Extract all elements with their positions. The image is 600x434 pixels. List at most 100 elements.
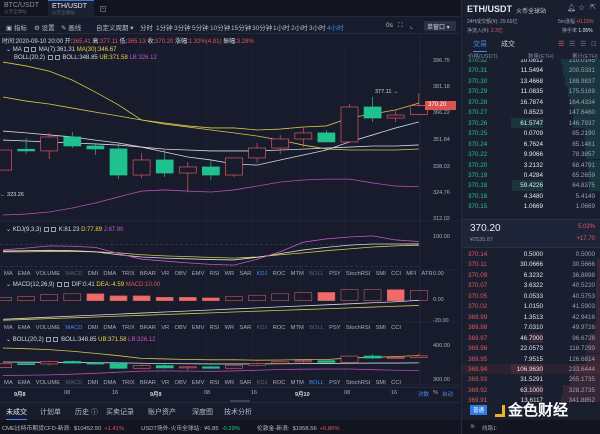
- indicator-tab-mfi[interactable]: MFI: [406, 271, 417, 277]
- ask-row[interactable]: 370.11 30.0666 30.5666: [462, 259, 600, 270]
- settings-icon[interactable]: [47, 55, 53, 60]
- bottom-tab-2[interactable]: 历史 ⓘ: [75, 409, 98, 416]
- draw-button[interactable]: ✎ 画线: [61, 25, 82, 32]
- indicator-tab-dmi[interactable]: DMI: [87, 325, 99, 331]
- ask-row[interactable]: 370.05 0.0533 40.5753: [462, 290, 600, 302]
- bid-row[interactable]: 370.26 61.5747 146.7937: [462, 117, 600, 129]
- indicator-tab-ma[interactable]: MA: [4, 325, 13, 331]
- bid-row[interactable]: 370.15 1.0669 1.0669: [462, 201, 600, 211]
- bid-row[interactable]: 370.24 6.7624 85.1481: [462, 138, 600, 150]
- indicator-tab-macd[interactable]: MACD: [65, 271, 83, 277]
- indicator-tab-smi[interactable]: SMI: [375, 325, 386, 331]
- close-icon[interactable]: [54, 55, 60, 60]
- bottom-tab-3[interactable]: 买卖记录: [106, 409, 134, 416]
- indicator-tab-sar[interactable]: SAR: [239, 271, 252, 277]
- indicator-tab-kdj[interactable]: KDJ: [256, 380, 268, 386]
- percent-scale-button[interactable]: %: [433, 390, 438, 396]
- ask-row[interactable]: 370.07 3.6322 40.5220: [462, 280, 600, 291]
- ask-row[interactable]: 370.02 1.0150 41.5903: [462, 301, 600, 312]
- indicator-tab-boll[interactable]: BOLL: [309, 271, 324, 277]
- indicator-tab-cci[interactable]: CCI: [391, 380, 402, 386]
- log-scale-button[interactable]: 对数: [418, 392, 430, 398]
- ask-row[interactable]: 370.14 0.5000 0.5000: [462, 249, 600, 259]
- indicator-tab-psy[interactable]: PSY: [329, 271, 341, 277]
- indicator-tab-stochrsi[interactable]: StochRSI: [345, 271, 371, 277]
- ask-row[interactable]: 370.09 6.3232 36.8898: [462, 269, 600, 281]
- close-icon[interactable]: [64, 281, 70, 287]
- period-5分钟[interactable]: 5分钟: [192, 25, 209, 32]
- settings-icon[interactable]: [46, 336, 52, 342]
- indicator-tab-emv[interactable]: EMV: [191, 325, 205, 331]
- bid-row[interactable]: 370.19 0.4284 65.2659: [462, 169, 600, 181]
- ask-row[interactable]: 369.91 13.6117 341.8852: [462, 395, 600, 402]
- period-2小时[interactable]: 2小时: [291, 25, 308, 32]
- bell-icon[interactable]: 🔔︎: [567, 5, 576, 12]
- ticker-item[interactable]: 伦敦金-新浪: $1958.56 +0.80%: [257, 426, 343, 432]
- indicator-tab-ema[interactable]: EMA: [17, 325, 31, 331]
- period-3分钟[interactable]: 3分钟: [174, 25, 191, 32]
- indicator-tab-psy[interactable]: PSY: [329, 380, 341, 386]
- indicator-tab-wr[interactable]: WR: [224, 271, 235, 277]
- settings-icon[interactable]: [44, 226, 50, 232]
- indicator-tab-dmi[interactable]: DMI: [87, 380, 99, 386]
- window-mode-dropdown[interactable]: 单窗口 ▾: [424, 21, 456, 31]
- settings-icon[interactable]: [24, 46, 30, 52]
- indicator-tab-emv[interactable]: EMV: [191, 271, 205, 277]
- indicator-tab-trix[interactable]: TRIX: [121, 271, 135, 277]
- indicator-tab-vr[interactable]: VR: [161, 325, 170, 331]
- indicator-tab-volume[interactable]: VOLUME: [35, 380, 61, 386]
- screenshot-icon[interactable]: ⌞: [410, 23, 414, 30]
- indicator-tab-emv[interactable]: EMV: [191, 380, 205, 386]
- close-icon[interactable]: [31, 46, 37, 52]
- indicator-tab-dma[interactable]: DMA: [103, 325, 117, 331]
- view-mode-icon[interactable]: ⊡: [591, 41, 597, 48]
- tab-btc-usdt[interactable]: BTC/USDT 火币全球站: [0, 0, 46, 17]
- indicator-tab-macd[interactable]: MACD: [65, 380, 83, 386]
- period-1小时[interactable]: 1小时: [273, 25, 290, 32]
- close-icon[interactable]: [51, 226, 57, 232]
- bottom-tab-6[interactable]: 技术分析: [224, 409, 252, 416]
- bid-row[interactable]: 370.31 11.5494 200.5331: [462, 65, 600, 76]
- indicator-tab-stochrsi[interactable]: StochRSI: [345, 380, 371, 386]
- ask-row[interactable]: 369.92 63.1000 328.2735: [462, 384, 600, 396]
- indicator-tab-ema[interactable]: EMA: [17, 380, 31, 386]
- settings-icon[interactable]: [57, 281, 63, 287]
- indicator-tab-ma[interactable]: MA: [4, 380, 13, 386]
- bid-row[interactable]: 370.32 10.0812 210.0145: [462, 59, 600, 66]
- indicator-tab-ema[interactable]: EMA: [17, 271, 31, 277]
- indicator-tab-boll[interactable]: BOLL: [309, 325, 324, 331]
- indicator-tab-brar[interactable]: BRAR: [139, 271, 156, 277]
- mode-badge[interactable]: 普通: [470, 405, 488, 415]
- star-icon[interactable]: ☆: [578, 3, 586, 12]
- view-both-icon[interactable]: ☰: [558, 41, 565, 48]
- indicator-tab-dma[interactable]: DMA: [103, 271, 117, 277]
- bottom-tab-5[interactable]: 深度图: [192, 409, 213, 416]
- bid-row[interactable]: 370.18 59.4226 64.8375: [462, 180, 600, 191]
- indicators-button[interactable]: ▣ 指标: [6, 25, 27, 32]
- candlestick-chart[interactable]: [0, 0, 460, 392]
- ask-row[interactable]: 369.93 31.5291 265.1735: [462, 374, 600, 385]
- bid-row[interactable]: 370.29 11.0835 175.5169: [462, 86, 600, 97]
- resize-handle[interactable]: [230, 400, 250, 403]
- ask-row[interactable]: 369.95 7.9515 126.6814: [462, 353, 600, 364]
- indicator-tab-trix[interactable]: TRIX: [121, 325, 135, 331]
- bid-row[interactable]: 370.25 0.0709 85.2190: [462, 128, 600, 139]
- indicator-tab-mtm[interactable]: MTM: [290, 325, 304, 331]
- indicator-tab-stochrsi[interactable]: StochRSI: [345, 325, 371, 331]
- indicator-tab-rsi[interactable]: RSI: [209, 380, 220, 386]
- period-15分钟[interactable]: 15分钟: [231, 25, 252, 32]
- ask-row[interactable]: 369.94 106.9630 233.6444: [462, 363, 600, 375]
- tab-trade[interactable]: 交易: [473, 39, 487, 52]
- bottom-tab-1[interactable]: 计划单: [40, 409, 61, 416]
- ask-row[interactable]: 369.96 22.0573 118.7299: [462, 343, 600, 354]
- indicator-tab-volume[interactable]: VOLUME: [35, 271, 61, 277]
- indicator-tab-obv[interactable]: OBV: [174, 380, 187, 386]
- indicator-tab-mtm[interactable]: MTM: [290, 271, 304, 277]
- indicator-tab-roc[interactable]: ROC: [272, 271, 286, 277]
- view-bids-icon[interactable]: ☰: [569, 41, 576, 48]
- indicator-tab-atr[interactable]: ATR: [421, 271, 433, 277]
- indicator-tab-smi[interactable]: SMI: [375, 380, 386, 386]
- ask-row[interactable]: 369.98 7.0310 49.9726: [462, 322, 600, 333]
- indicator-tab-mtm[interactable]: MTM: [290, 380, 304, 386]
- settings-button[interactable]: ⚙ 设置: [34, 25, 55, 32]
